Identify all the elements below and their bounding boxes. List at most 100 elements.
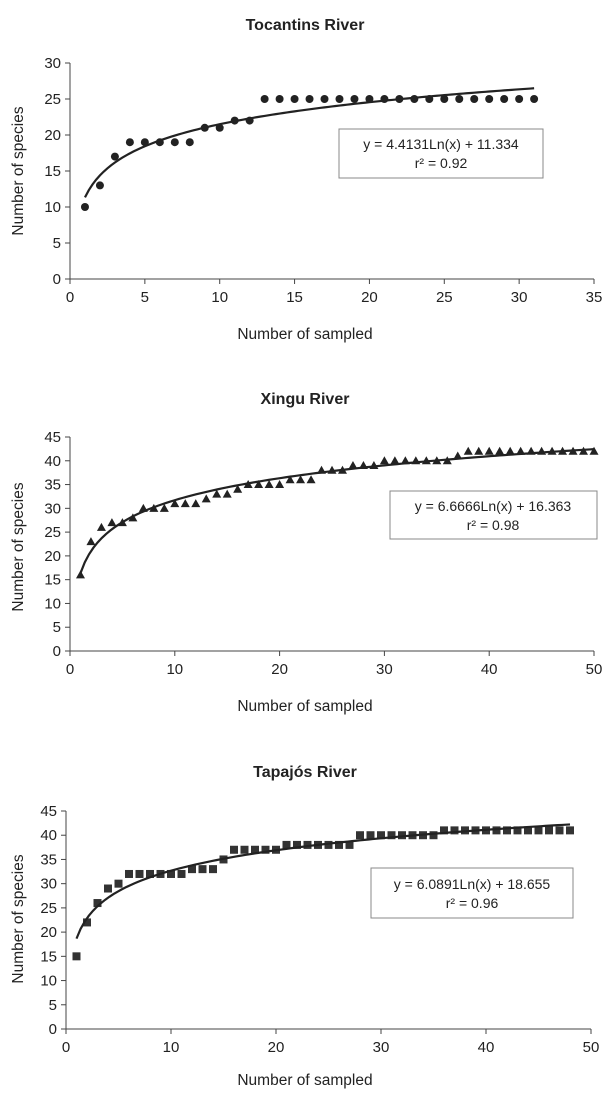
y-axis-label: Number of species xyxy=(10,106,27,235)
y-tick-label: 30 xyxy=(40,876,57,893)
data-point xyxy=(500,95,509,103)
y-tick-label: 30 xyxy=(44,55,61,72)
y-tick-label: 10 xyxy=(44,595,61,612)
y-tick-label: 25 xyxy=(44,524,61,541)
data-point xyxy=(505,446,515,455)
data-point xyxy=(140,138,149,147)
data-point xyxy=(86,537,96,546)
data-point xyxy=(230,845,238,854)
data-point xyxy=(188,865,196,874)
data-point xyxy=(170,138,179,147)
x-tick-label: 20 xyxy=(271,661,288,678)
data-point xyxy=(254,480,264,489)
data-point xyxy=(293,840,301,849)
data-point xyxy=(474,446,484,455)
trendline-equation: y = 4.4131Ln(x) + 11.334 xyxy=(363,136,519,152)
data-points xyxy=(80,95,539,211)
y-tick-label: 0 xyxy=(53,643,61,660)
x-tick-label: 15 xyxy=(286,289,303,306)
chart-title: Tocantins River xyxy=(246,17,365,34)
y-tick-label: 20 xyxy=(44,548,61,565)
data-point xyxy=(191,499,201,508)
data-point xyxy=(93,899,102,908)
data-point xyxy=(125,138,134,147)
data-point xyxy=(233,484,243,493)
trendline xyxy=(83,87,535,198)
data-point xyxy=(366,831,375,840)
data-point xyxy=(159,503,169,512)
data-point xyxy=(282,840,291,849)
equation-box: y = 6.6666Ln(x) + 16.363 r² = 0.98 xyxy=(389,490,598,540)
y-tick-label: 40 xyxy=(44,453,61,470)
r-squared: r² = 0.92 xyxy=(415,155,468,171)
x-tick-label: 10 xyxy=(166,661,183,678)
data-point xyxy=(589,446,599,455)
data-point xyxy=(290,95,299,103)
data-point xyxy=(503,826,511,835)
trendline-equation: y = 6.0891Ln(x) + 18.655 xyxy=(394,876,551,892)
y-axis-label: Number of species xyxy=(10,482,27,611)
data-point xyxy=(212,489,222,498)
data-point xyxy=(180,499,190,508)
data-point xyxy=(80,203,89,211)
trendline xyxy=(79,448,595,574)
data-point xyxy=(170,499,180,508)
data-point xyxy=(260,95,269,103)
data-point xyxy=(306,475,316,484)
chart-panel-tocantins: Tocantins River Number of species Number… xyxy=(10,17,602,343)
data-point xyxy=(215,123,224,132)
equation-box: y = 4.4131Ln(x) + 11.334 r² = 0.92 xyxy=(338,128,544,179)
data-point xyxy=(530,95,539,103)
x-axis-label: Number of sampled xyxy=(237,698,372,715)
data-point xyxy=(261,845,270,854)
y-axis-label: Number of species xyxy=(10,854,27,983)
x-tick-label: 35 xyxy=(586,289,603,306)
y-tick-label: 5 xyxy=(53,619,61,636)
data-point xyxy=(167,869,175,878)
axes: 0 5 10 15 20 25 30 35 40 45 0 10 20 30 40 50 xyxy=(44,429,602,678)
data-point xyxy=(495,446,505,455)
data-point xyxy=(484,446,494,455)
data-point xyxy=(524,826,532,835)
data-point xyxy=(72,952,81,961)
data-point xyxy=(440,95,449,103)
y-tick-label: 45 xyxy=(44,429,61,446)
y-tick-label: 15 xyxy=(40,948,57,965)
data-point xyxy=(450,826,459,835)
data-point xyxy=(429,831,438,840)
chart-panel-tapajos: Tapajós River Number of species Number o… xyxy=(10,764,599,1089)
equation-box-frame xyxy=(338,128,544,179)
data-point xyxy=(251,845,259,854)
x-tick-label: 5 xyxy=(141,289,149,306)
data-point xyxy=(125,869,133,878)
y-tick-label: 40 xyxy=(40,827,57,844)
data-point xyxy=(75,570,85,579)
data-point xyxy=(146,869,154,878)
chart-title: Xingu River xyxy=(261,391,350,408)
data-point xyxy=(110,152,119,161)
data-point xyxy=(185,138,194,147)
x-tick-label: 10 xyxy=(163,1039,180,1056)
data-point xyxy=(95,181,104,190)
data-point xyxy=(305,95,314,103)
data-point xyxy=(335,840,343,849)
y-tick-label: 20 xyxy=(40,924,57,941)
chart-panel-xingu: Xingu River Number of species Number of … xyxy=(10,391,602,715)
x-axis-label: Number of sampled xyxy=(237,1072,372,1089)
data-point xyxy=(398,831,406,840)
y-tick-label: 10 xyxy=(44,199,61,216)
data-point xyxy=(222,489,232,498)
data-point xyxy=(390,456,400,465)
data-point xyxy=(198,865,207,874)
equation-box: y = 6.0891Ln(x) + 18.655 r² = 0.96 xyxy=(370,867,574,919)
y-tick-label: 25 xyxy=(40,900,57,917)
data-point xyxy=(114,879,123,888)
data-point xyxy=(177,869,186,878)
x-tick-label: 50 xyxy=(583,1039,600,1056)
data-point xyxy=(320,95,329,103)
y-tick-label: 10 xyxy=(40,973,57,990)
data-point xyxy=(356,831,364,840)
data-point xyxy=(275,95,284,103)
x-tick-label: 40 xyxy=(478,1039,495,1056)
